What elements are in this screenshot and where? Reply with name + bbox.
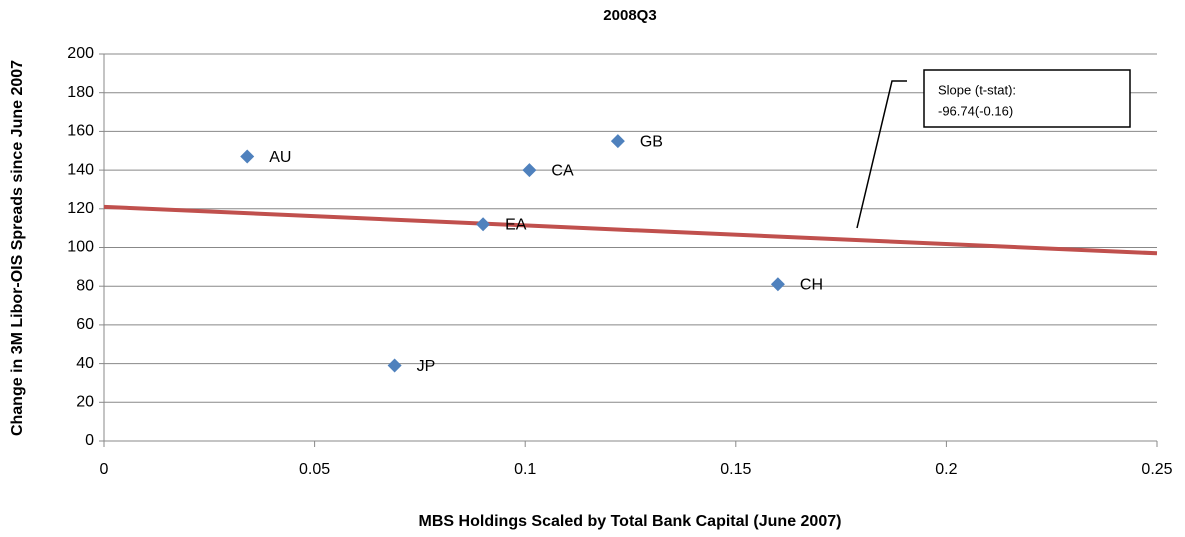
y-tick-label: 60 xyxy=(76,316,94,333)
point-label: JP xyxy=(417,358,436,375)
y-tick-label: 120 xyxy=(67,200,94,217)
y-tick-label: 160 xyxy=(67,123,94,140)
plot-area: 0 20 40 60 80 100 120 140 160 180 200 0 0.05 0.1 0.15 0… xyxy=(67,45,1172,478)
point xyxy=(387,358,402,373)
point xyxy=(240,149,255,164)
y-tick-label: 100 xyxy=(67,239,94,256)
chart-title: 2008Q3 xyxy=(603,7,656,24)
point xyxy=(522,163,537,178)
y-tick-label: 0 xyxy=(85,432,94,449)
point-label: AU xyxy=(269,149,291,166)
point xyxy=(610,134,625,149)
y-tick-label: 200 xyxy=(67,45,94,62)
x-tick-label: 0.25 xyxy=(1141,461,1172,478)
y-tick-label: 20 xyxy=(76,394,94,411)
y-tick-label: 80 xyxy=(76,277,94,294)
point-label: EA xyxy=(505,216,527,233)
x-axis-title: MBS Holdings Scaled by Total Bank Capita… xyxy=(419,513,842,530)
point-label: GB xyxy=(640,133,663,150)
x-tick-label: 0.15 xyxy=(720,461,751,478)
annotation-text: Slope (t-stat): xyxy=(938,82,1016,97)
point-label: CA xyxy=(551,162,574,179)
y-axis-title: Change in 3M Libor-OIS Spreads since Jun… xyxy=(9,60,26,436)
y-tick-label: 180 xyxy=(67,84,94,101)
trend-line xyxy=(103,204,1158,256)
x-tick-label: 0.1 xyxy=(514,461,536,478)
point xyxy=(770,277,785,292)
annotation-box xyxy=(923,69,1131,128)
annotation: Slope (t-stat): -96.74(-0.16) xyxy=(856,69,1131,229)
y-tick-label: 40 xyxy=(76,355,94,372)
annotation-text: -96.74(-0.16) xyxy=(938,103,1013,118)
x-tick-label: 0.2 xyxy=(935,461,957,478)
point-label: CH xyxy=(800,276,823,293)
point xyxy=(476,217,491,232)
leader-line xyxy=(856,80,907,229)
y-tick-label: 140 xyxy=(67,161,94,178)
x-tick-label: 0 xyxy=(100,461,109,478)
x-tick-label: 0.05 xyxy=(299,461,330,478)
